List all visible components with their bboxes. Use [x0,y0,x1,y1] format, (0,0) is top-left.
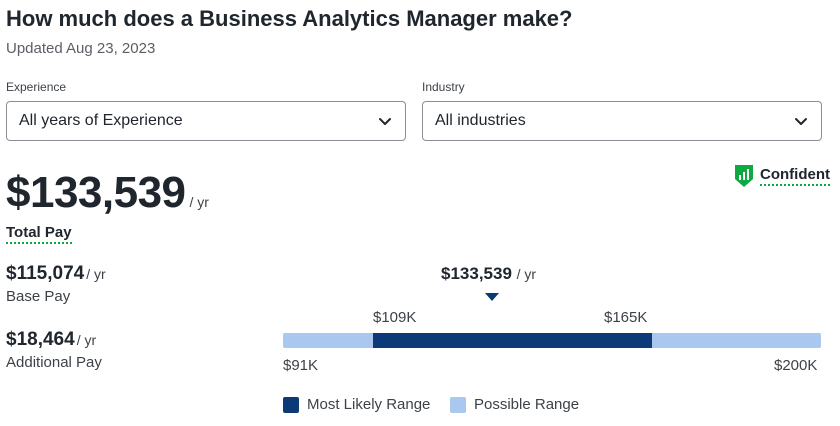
additional-pay-label: Additional Pay [6,354,102,371]
total-pay-amount-group: $133,539 / yr [6,168,209,218]
possible-low-label: $91K [283,357,319,374]
most-likely-range-bar [373,333,652,348]
confidence-label: Confident [760,166,830,186]
legend-possible-label: Possible Range [474,396,580,413]
legend-most-likely: Most Likely Range [283,396,430,413]
base-pay-amount: $115,074 [6,263,85,284]
page-title: How much does a Business Analytics Manag… [6,6,573,31]
chevron-down-icon [379,118,391,125]
additional-pay-amount: $18,464 [6,329,75,350]
possible-swatch [450,396,466,413]
updated-date: Updated Aug 23, 2023 [6,40,156,57]
experience-label: Experience [6,80,67,94]
industry-select-value: All industries [435,112,526,129]
most-likely-low-label: $109K [373,309,417,326]
total-pay-per: / yr [189,194,209,210]
median-per: / yr [516,266,537,282]
most-likely-swatch [283,396,299,413]
industry-select[interactable]: All industries [422,101,822,141]
chevron-down-icon [795,118,807,125]
experience-select[interactable]: All years of Experience [6,101,406,141]
experience-select-value: All years of Experience [19,112,183,129]
median-amount: $133,539 [441,264,512,283]
total-pay-amount: $133,539 [6,168,186,217]
industry-label: Industry [422,80,465,94]
confidence-badge[interactable]: Confident [734,164,830,188]
most-likely-high-label: $165K [604,309,648,326]
median-marker-label: $133,539 / yr [441,264,536,284]
total-pay-label[interactable]: Total Pay [6,224,72,244]
legend-possible: Possible Range [450,396,579,413]
base-pay-label: Base Pay [6,288,71,305]
additional-pay-block: $18,464/ yr Additional Pay [6,329,102,371]
bar-chart-shield-icon [735,165,754,187]
base-pay-per: / yr [86,266,106,282]
median-marker-arrow-icon [485,293,499,301]
additional-pay-per: / yr [76,332,97,348]
base-pay-block: $115,074/ yr Base Pay [6,263,106,305]
legend-most-likely-label: Most Likely Range [307,396,431,413]
possible-high-label: $200K [774,357,818,374]
